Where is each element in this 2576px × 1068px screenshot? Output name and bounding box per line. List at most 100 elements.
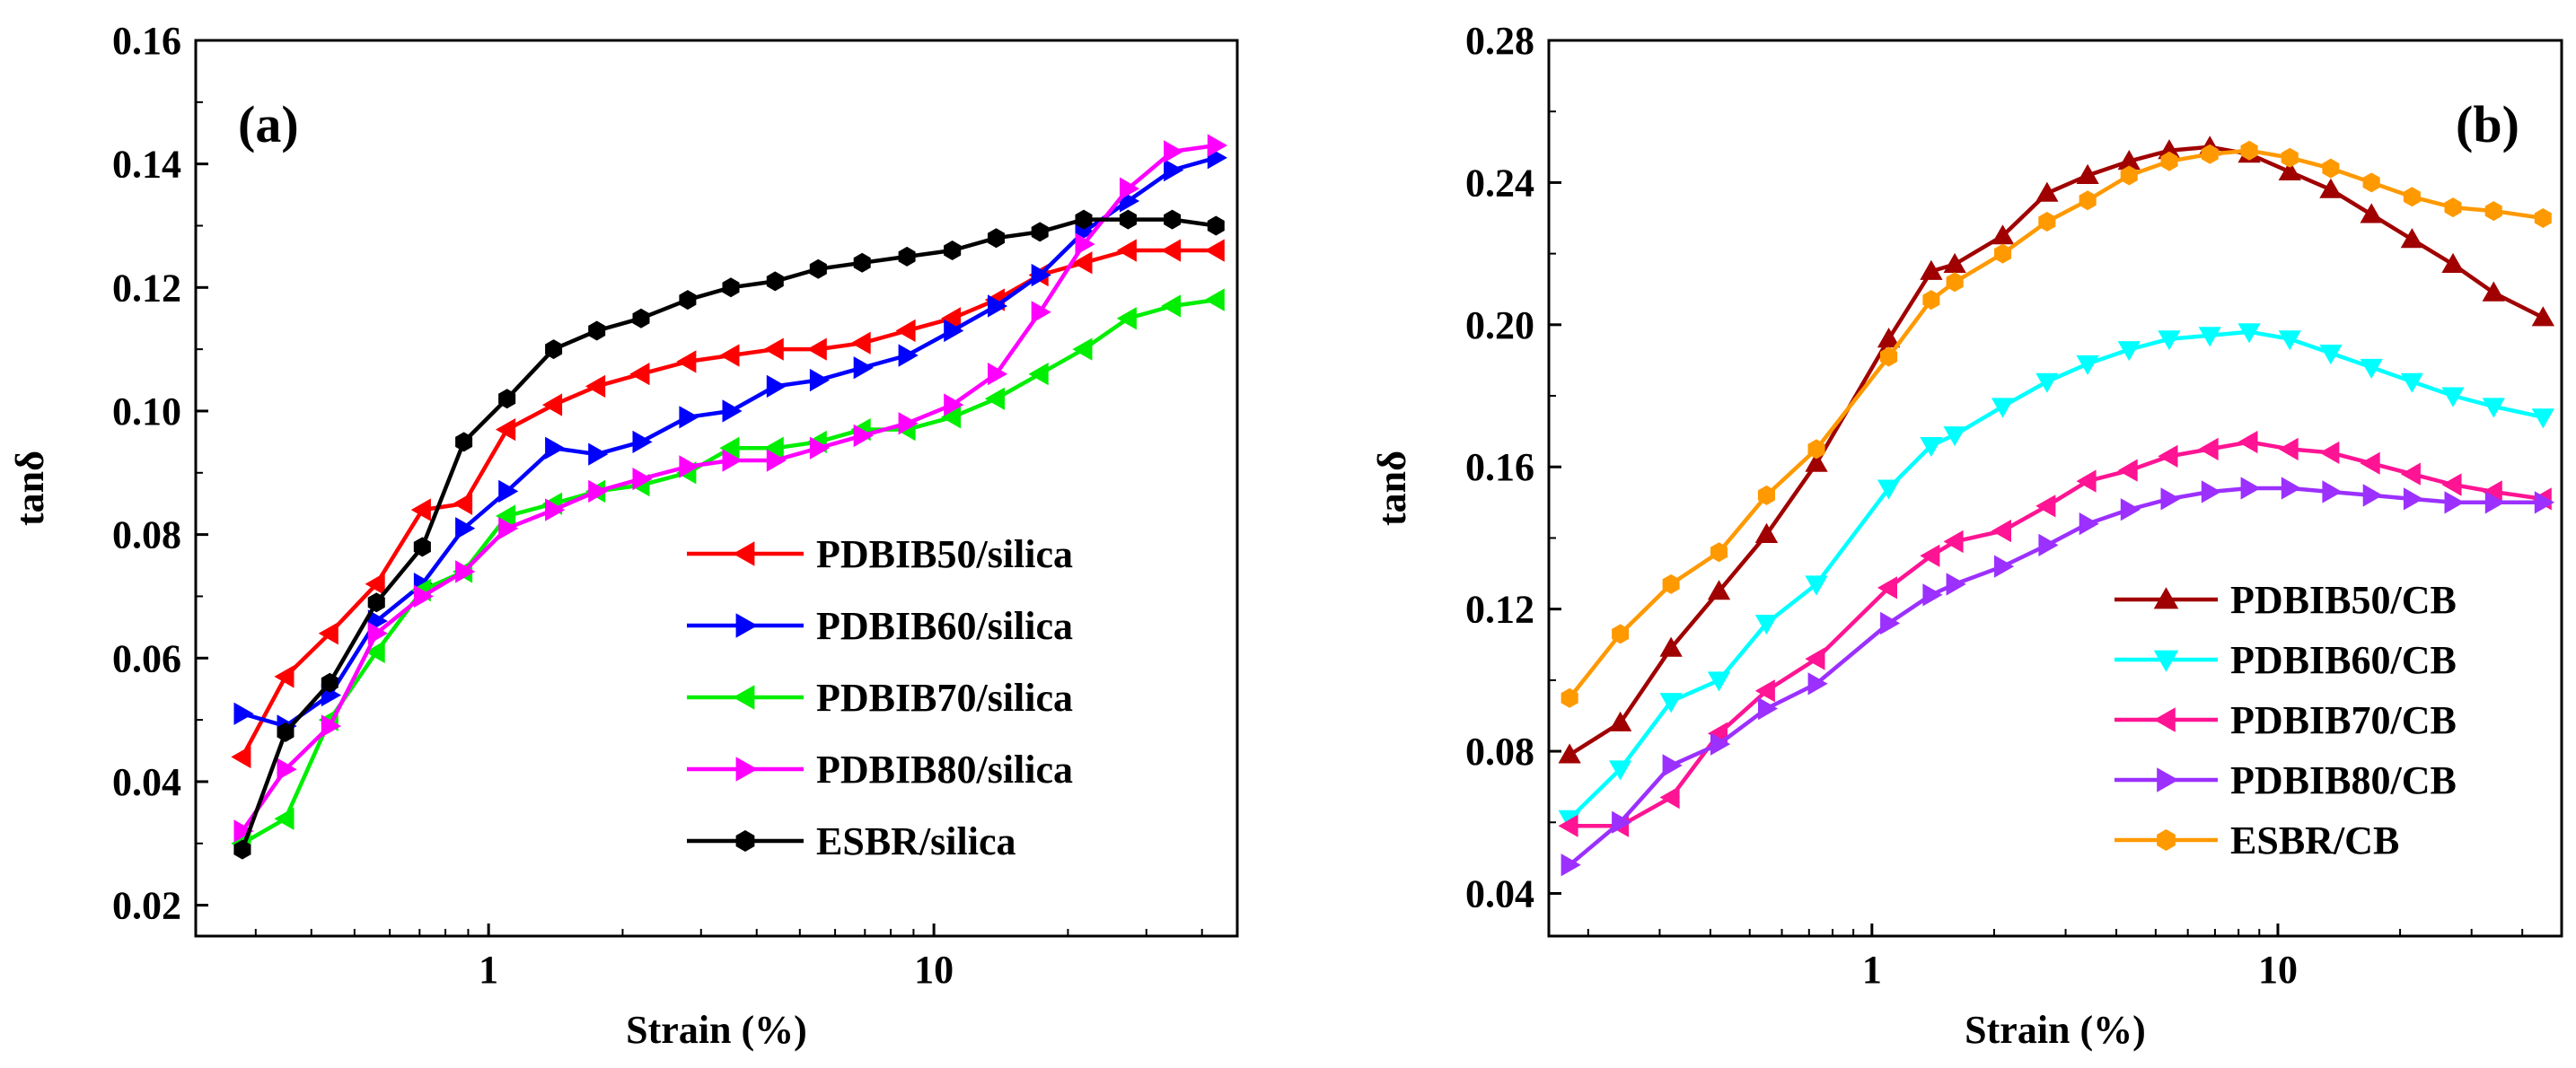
data-point [679, 455, 699, 478]
legend-label: PDBIB80/silica [816, 748, 1073, 792]
legend-marker [733, 685, 755, 710]
y-tick-label: 0.06 [112, 636, 181, 680]
y-tick-label: 0.08 [1465, 730, 1534, 774]
data-point [2238, 430, 2258, 454]
data-point [1943, 530, 1964, 554]
data-point [2281, 147, 2299, 168]
data-point [766, 271, 784, 292]
data-point [274, 807, 295, 830]
data-point [1031, 222, 1049, 242]
x-tick-label: 10 [2258, 948, 2298, 992]
data-point [1075, 232, 1095, 256]
data-point [2444, 197, 2462, 218]
y-tick-label: 0.20 [1465, 303, 1534, 347]
data-point [277, 722, 295, 742]
data-point [2198, 437, 2219, 461]
data-point [498, 389, 516, 409]
data-point [2038, 533, 2059, 556]
data-point [2403, 487, 2423, 511]
y-tick-label: 0.04 [112, 760, 181, 804]
data-point [2201, 480, 2221, 503]
data-point [1031, 263, 1051, 287]
panel-a: 0.02 0.04 0.06 0.08 0.10 0.12 0.14 0.16 1 10 Strai… [8, 19, 1239, 1052]
data-point [1920, 259, 1943, 280]
data-point [676, 350, 697, 373]
data-point [1877, 328, 1901, 348]
panel-label: (a) [238, 95, 299, 153]
data-point [1805, 451, 1828, 472]
data-point [1920, 544, 1940, 567]
data-point [1946, 573, 1966, 596]
data-point [629, 363, 650, 386]
data-point [2240, 140, 2258, 161]
data-point [2035, 495, 2056, 518]
data-point [988, 294, 1008, 318]
data-point [2278, 437, 2299, 461]
legend-label: PDBIB70/silica [816, 676, 1073, 720]
data-point [365, 573, 385, 596]
legend-marker [2153, 587, 2179, 609]
data-point [1204, 239, 1225, 262]
data-point [1612, 624, 1630, 644]
data-point [941, 406, 962, 429]
legend-marker [2153, 707, 2176, 732]
data-point [455, 560, 476, 583]
data-point [1707, 671, 1731, 692]
data-point [806, 337, 827, 361]
series-pdbib50-silica [231, 239, 1225, 769]
data-point [1031, 301, 1051, 324]
y-tick-label: 0.12 [112, 266, 181, 310]
data-point [321, 672, 338, 693]
data-point [1707, 580, 1731, 600]
data-point [2117, 150, 2141, 171]
data-point [895, 319, 916, 343]
data-point [632, 430, 653, 453]
data-point [632, 308, 650, 328]
data-point [944, 319, 964, 343]
legend-marker [735, 830, 755, 852]
series-pdbib70-cb [1558, 430, 2552, 837]
data-point [1877, 479, 1901, 500]
y-tick-label: 0.04 [1465, 871, 1534, 915]
data-point [2482, 281, 2505, 302]
data-point [763, 436, 784, 460]
data-point [2035, 181, 2059, 202]
data-point [413, 584, 434, 608]
data-point [1994, 243, 2012, 264]
data-point [2198, 327, 2221, 347]
data-point [722, 449, 743, 472]
data-point [1116, 307, 1137, 330]
data-point [2278, 160, 2301, 180]
data-point [2403, 187, 2421, 207]
data-point [898, 412, 919, 435]
data-point [1807, 439, 1825, 460]
data-point [1946, 272, 1964, 293]
data-point [1161, 239, 1182, 262]
data-point [2441, 252, 2465, 273]
y-tick-label: 0.10 [112, 390, 181, 433]
data-point [318, 622, 338, 645]
data-point [722, 399, 743, 423]
data-point [321, 714, 341, 738]
series-pdbib80-cb [1561, 477, 2554, 877]
data-point [632, 468, 653, 491]
data-point [2400, 462, 2421, 486]
data-point [1659, 693, 1683, 713]
legend-label: PDBIB60/CB [2230, 638, 2457, 682]
data-point [588, 320, 606, 341]
x-tick-label: 1 [479, 948, 498, 992]
data-point [2441, 387, 2465, 407]
data-point [1116, 239, 1137, 262]
data-point [2484, 201, 2502, 222]
data-point [2360, 451, 2380, 475]
data-point [809, 436, 830, 460]
data-point [2362, 172, 2380, 193]
data-point [2362, 484, 2383, 507]
legend-label: PDBIB60/silica [816, 604, 1073, 648]
data-point [850, 331, 871, 355]
data-point [2238, 323, 2261, 344]
panel-b: 0.04 0.08 0.12 0.16 0.20 0.24 0.28 1 10 Strain (%… [1370, 19, 2563, 1052]
data-point [944, 241, 962, 260]
data-point [2441, 473, 2462, 496]
data-point [722, 277, 740, 298]
